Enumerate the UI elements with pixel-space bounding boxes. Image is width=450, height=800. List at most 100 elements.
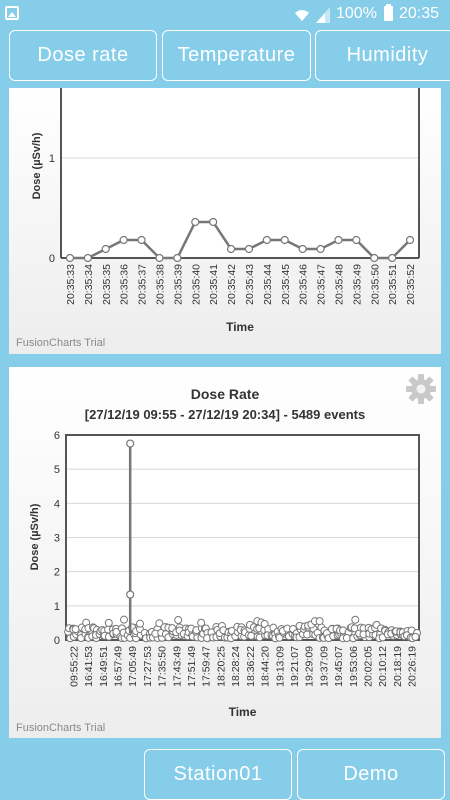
- x-tick-label: 17:35:50: [157, 646, 169, 687]
- data-point: [334, 235, 343, 245]
- x-tick-label: 17:27:53: [142, 646, 154, 687]
- data-point: [275, 633, 284, 642]
- x-tick-label: 20:35:48: [333, 264, 345, 305]
- x-tick-label: 19:45:07: [333, 646, 345, 687]
- spike-point: [126, 590, 135, 599]
- y-tick-label: 1: [54, 601, 60, 613]
- data-point: [135, 619, 144, 628]
- history-dose-chart-panel: Dose Rate [27/12/19 09:55 - 27/12/19 20:…: [9, 367, 441, 738]
- y-tick-label: 0: [54, 635, 60, 647]
- tab-humidity[interactable]: Humidity: [315, 30, 450, 81]
- y-tick-label: 6: [54, 430, 60, 442]
- x-tick-label: 20:18:19: [392, 646, 404, 687]
- x-tick-label: 17:05:49: [127, 646, 139, 687]
- data-point: [411, 632, 420, 641]
- clock: 20:35: [399, 5, 440, 22]
- gallery-icon: [5, 6, 19, 20]
- y-axis-title: Dose (µSv/h): [31, 132, 43, 199]
- x-tick-label: 20:02:05: [363, 646, 375, 687]
- data-point: [226, 244, 236, 254]
- data-point: [173, 253, 182, 263]
- data-point: [244, 244, 254, 254]
- x-tick-label: 09:55:22: [68, 646, 80, 687]
- x-tick-label: 20:35:40: [190, 264, 202, 305]
- x-tick-label: 20:35:50: [369, 264, 381, 305]
- x-tick-label: 20:35:39: [172, 264, 184, 305]
- x-tick-label: 20:35:38: [154, 264, 166, 305]
- data-point: [388, 253, 397, 263]
- data-point: [315, 617, 324, 626]
- data-point: [247, 631, 256, 640]
- x-tick-label: 19:29:09: [304, 646, 316, 687]
- data-point: [104, 618, 113, 627]
- gear-icon[interactable]: [405, 373, 437, 405]
- x-tick-label: 20:10:12: [377, 646, 389, 687]
- status-bar: 100% 20:35: [0, 0, 450, 30]
- data-point: [83, 253, 92, 263]
- live-dose-chart: 0 1 20:35:33 20:35:34 20:35:35 20:35:36 20:35:…: [31, 88, 420, 334]
- x-tick-label: 19:53:06: [348, 646, 360, 687]
- y-tick-label: 2: [54, 567, 60, 579]
- y-tick-label: 5: [54, 464, 60, 476]
- data-point: [352, 235, 361, 245]
- x-tick-label: 20:35:44: [262, 264, 274, 305]
- data-point: [174, 616, 183, 625]
- y-tick-label: 3: [54, 533, 60, 545]
- x-tick-label: 20:35:36: [119, 264, 131, 305]
- y-axis-title: Dose (µSv/h): [29, 503, 41, 570]
- y-tick-label: 4: [54, 498, 60, 510]
- x-tick-label: 20:35:37: [137, 264, 149, 305]
- x-tick-label: 20:35:33: [65, 264, 77, 305]
- chart-subtitle: [27/12/19 09:55 - 27/12/19 20:34] - 5489…: [84, 407, 366, 422]
- tab-temperature[interactable]: Temperature: [162, 30, 311, 81]
- y-tick-label: 1: [49, 153, 55, 165]
- data-point: [370, 253, 379, 263]
- data-point: [280, 235, 289, 245]
- data-point: [119, 235, 128, 245]
- station-button[interactable]: Station01: [144, 749, 292, 800]
- data-point: [262, 235, 271, 245]
- data-point: [101, 244, 110, 254]
- live-dose-chart-panel: 0 1 20:35:33 20:35:34 20:35:35 20:35:36 20:35:…: [9, 88, 441, 354]
- data-point: [316, 244, 325, 254]
- battery-percent: 100%: [336, 5, 377, 22]
- x-tick-label: 19:21:07: [289, 646, 301, 687]
- data-point: [119, 615, 128, 624]
- x-tick-label: 20:35:47: [316, 264, 328, 305]
- tab-dose-rate[interactable]: Dose rate: [9, 30, 157, 81]
- data-point: [155, 619, 164, 628]
- chart-title: Dose Rate: [190, 386, 260, 402]
- x-tick-label: 20:35:43: [244, 264, 256, 305]
- wifi-icon: [295, 10, 309, 21]
- watermark: FusionCharts Trial: [16, 722, 106, 734]
- data-point: [155, 253, 164, 263]
- x-tick-label: 18:36:22: [245, 646, 257, 687]
- x-tick-label: 17:43:49: [171, 646, 183, 687]
- x-tick-label: 20:26:19: [407, 646, 419, 687]
- data-point: [137, 235, 146, 245]
- data-point: [351, 615, 360, 624]
- demo-button[interactable]: Demo: [297, 749, 445, 800]
- x-tick-label: 17:51:49: [186, 646, 198, 687]
- x-tick-label: 20:35:46: [298, 264, 310, 305]
- x-tick-label: 16:49:51: [98, 646, 110, 687]
- x-tick-label: 20:35:41: [208, 264, 220, 305]
- x-tick-label: 18:44:20: [260, 646, 272, 687]
- signal-icon: [316, 7, 330, 23]
- data-point: [65, 253, 75, 263]
- x-axis-title: Time: [226, 320, 254, 334]
- x-axis-title: Time: [229, 705, 257, 719]
- watermark: FusionCharts Trial: [16, 337, 106, 349]
- data-point: [209, 217, 218, 227]
- x-tick-label: 19:37:09: [318, 646, 330, 687]
- x-tick-label: 20:35:35: [101, 264, 113, 305]
- plot-area: [61, 88, 419, 258]
- x-tick-label: 16:41:53: [83, 646, 95, 687]
- y-tick-label: 0: [49, 253, 55, 265]
- x-tick-label: 18:28:24: [230, 646, 242, 687]
- x-tick-label: 20:35:52: [405, 264, 417, 305]
- x-tick-label: 20:35:42: [226, 264, 238, 305]
- data-point: [298, 244, 307, 254]
- x-tick-label: 20:35:51: [387, 264, 399, 305]
- data-point: [197, 618, 206, 627]
